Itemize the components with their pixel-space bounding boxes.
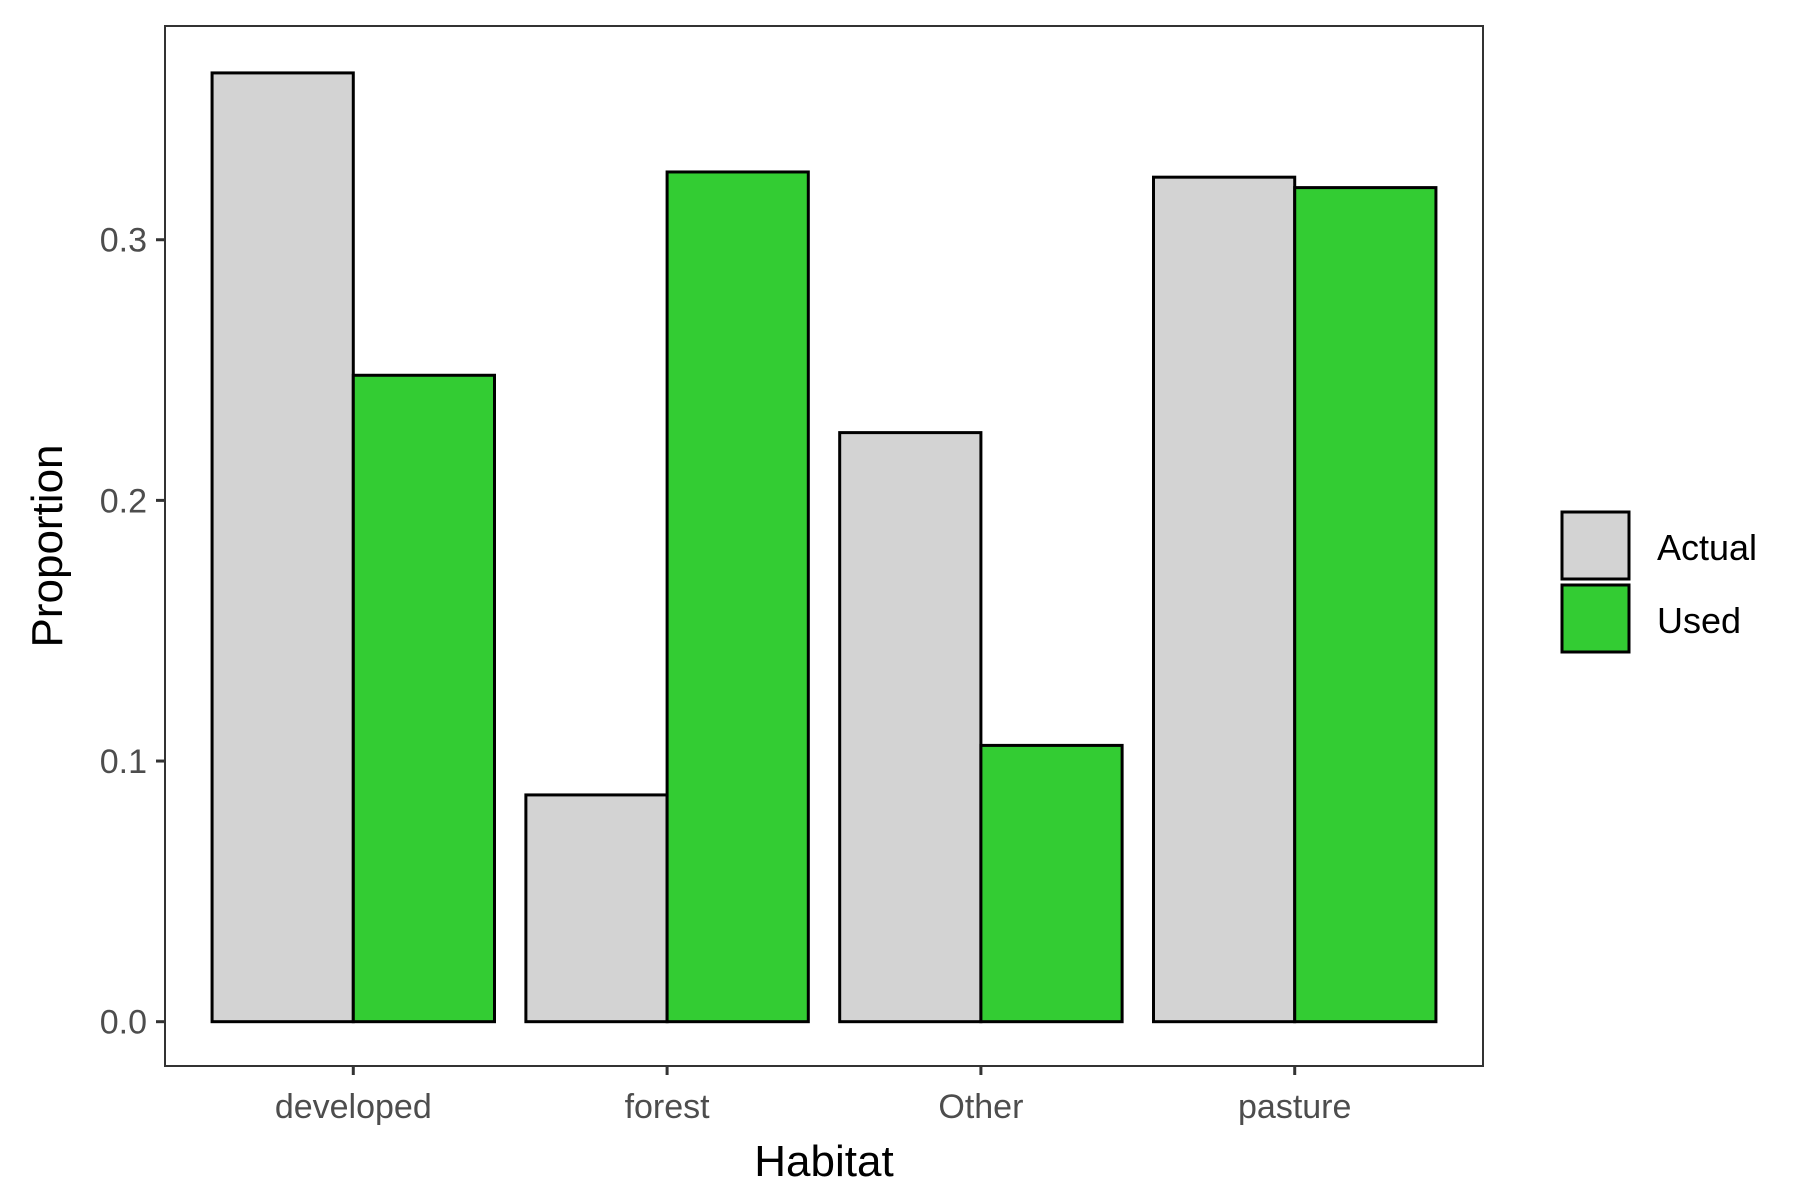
legend-label-used: Used (1657, 600, 1741, 641)
x-axis: developed forest Other pasture (275, 1066, 1351, 1126)
legend-key-used (1560, 583, 1631, 654)
bar-pasture-actual (1152, 175, 1297, 1024)
legend-key-actual (1560, 510, 1631, 581)
x-tick-label: developed (275, 1088, 432, 1126)
y-axis-title: Proportion (23, 444, 72, 647)
x-tick-label: pasture (1238, 1088, 1351, 1126)
y-tick-label: 0.0 (100, 1004, 147, 1042)
y-tick-label: 0.2 (100, 482, 147, 520)
x-axis-title: Habitat (754, 1137, 893, 1186)
y-axis: 0.0 0.1 0.2 0.3 (100, 222, 165, 1042)
legend-label-actual: Actual (1657, 527, 1757, 568)
y-tick-label: 0.1 (100, 743, 147, 781)
x-tick-label: Other (938, 1088, 1023, 1126)
y-tick-label: 0.3 (100, 222, 147, 260)
legend: Actual Used (1560, 510, 1757, 654)
bars-group (210, 71, 1438, 1024)
bar-developed-actual (210, 71, 355, 1024)
x-tick-label: forest (625, 1088, 711, 1126)
bar-other-actual (838, 431, 983, 1024)
bar-other-used (979, 743, 1124, 1024)
bar-forest-actual (524, 793, 669, 1024)
bar-developed-used (351, 373, 496, 1024)
bar-pasture-used (1293, 186, 1438, 1024)
bar-forest-used (665, 170, 810, 1024)
